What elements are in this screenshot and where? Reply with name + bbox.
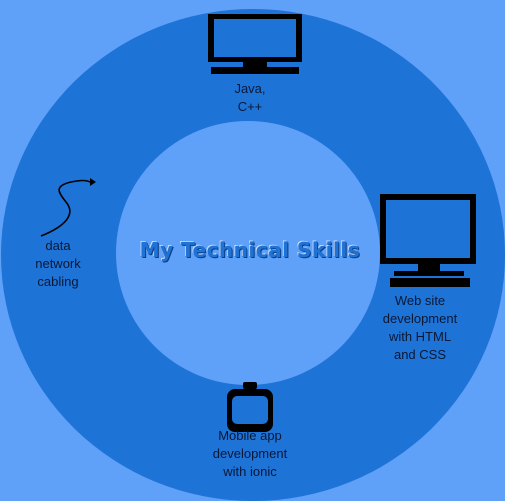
skill-label-network-cabling: data network cabling xyxy=(35,238,81,289)
skill-label-mobile-dev: Mobile app development with ionic xyxy=(212,428,288,479)
mobile-device-icon xyxy=(227,382,273,432)
skill-label-java-cpp: Java, C++ xyxy=(234,81,266,114)
cable-icon xyxy=(40,178,96,237)
skill-label-web-dev: Web site development with HTML and CSS xyxy=(382,293,458,362)
diagram-title: My Technical Skills xyxy=(139,238,361,262)
inner-circle xyxy=(116,121,380,385)
monitor-icon xyxy=(208,14,302,74)
monitor-icon xyxy=(380,194,476,287)
